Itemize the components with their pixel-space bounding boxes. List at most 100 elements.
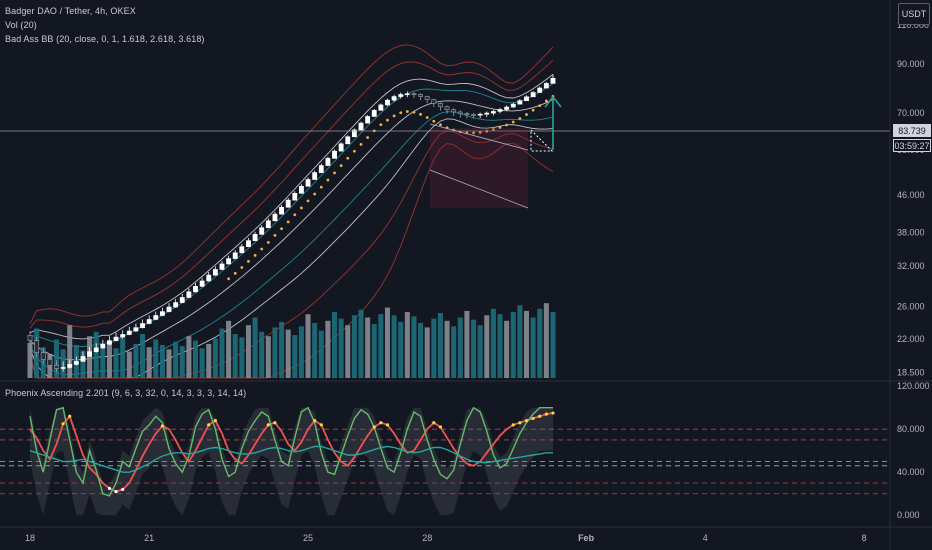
sar-dot bbox=[300, 206, 303, 210]
osc-tick-label: 80.000 bbox=[897, 424, 925, 434]
volume-bar bbox=[245, 325, 251, 378]
volume-bar bbox=[80, 350, 86, 378]
osc-signal-dot bbox=[379, 421, 383, 425]
candle-body bbox=[477, 113, 483, 116]
volume-bar bbox=[199, 348, 205, 378]
oscillator-legend[interactable]: Phoenix Ascending 2.201 (9, 6, 3, 32, 0,… bbox=[5, 388, 247, 398]
volume-bar bbox=[490, 308, 496, 378]
candle-body bbox=[497, 109, 503, 112]
currency-button[interactable]: USDT bbox=[898, 3, 930, 25]
osc-signal-dot bbox=[319, 423, 323, 427]
osc-signal-dot bbox=[273, 421, 277, 425]
price-tick-label: 90.000 bbox=[897, 59, 925, 69]
time-tick-label: 25 bbox=[303, 533, 313, 543]
osc-signal-dot bbox=[432, 421, 436, 425]
candle-body bbox=[166, 306, 172, 312]
price-tick-label: 46.000 bbox=[897, 190, 925, 200]
candle-body bbox=[444, 106, 450, 111]
candle-body bbox=[312, 172, 318, 180]
volume-bar bbox=[140, 334, 146, 378]
osc-signal-dot bbox=[538, 414, 542, 418]
volume-legend[interactable]: Vol (20) bbox=[5, 20, 37, 30]
time-tick-label: Feb bbox=[578, 533, 595, 543]
candle-body bbox=[80, 356, 86, 362]
volume-bar bbox=[543, 303, 549, 378]
volume-bar bbox=[384, 307, 390, 378]
candle-body bbox=[504, 106, 510, 110]
sar-dot bbox=[518, 117, 522, 120]
osc-signal-dot bbox=[385, 423, 390, 427]
candle-body bbox=[285, 199, 291, 208]
volume-bar bbox=[93, 331, 99, 378]
candle-body bbox=[464, 113, 470, 115]
candle-body bbox=[371, 110, 377, 117]
candle-body bbox=[193, 286, 198, 293]
volume-bar bbox=[504, 320, 510, 378]
sar-dot bbox=[286, 220, 290, 224]
sar-dot bbox=[280, 227, 283, 231]
candle-body bbox=[265, 220, 271, 228]
volume-bar bbox=[338, 318, 344, 378]
osc-signal-dot bbox=[121, 487, 125, 492]
sar-dot bbox=[505, 123, 509, 127]
bb-legend[interactable]: Bad Ass BB (20, close, 0, 1, 1.618, 2.61… bbox=[5, 34, 205, 44]
volume-bar bbox=[471, 319, 477, 378]
volume-bar bbox=[173, 341, 179, 378]
symbol-legend[interactable]: Badger DAO / Tether, 4h, OKEX bbox=[5, 6, 136, 16]
sar-dot bbox=[538, 104, 542, 108]
candle-body bbox=[537, 87, 543, 93]
volume-bar bbox=[166, 349, 172, 378]
band-line bbox=[29, 73, 554, 340]
candle-body bbox=[100, 343, 106, 349]
volume-bar bbox=[298, 326, 304, 378]
time-tick-label: 28 bbox=[422, 533, 432, 543]
volume-bar bbox=[100, 346, 106, 378]
sar-dot bbox=[386, 118, 389, 122]
sar-dot bbox=[273, 234, 277, 237]
volume-bar bbox=[477, 325, 483, 378]
volume-bar bbox=[146, 347, 152, 378]
volume-bar bbox=[219, 328, 225, 378]
candle-body bbox=[431, 99, 437, 104]
volume-bar bbox=[259, 331, 265, 378]
candle-body bbox=[232, 252, 238, 259]
osc-signal-dot bbox=[524, 418, 529, 423]
sar-dot bbox=[359, 143, 363, 146]
candle-body bbox=[140, 323, 145, 328]
candle-body bbox=[87, 351, 92, 357]
volume-bar bbox=[305, 314, 311, 378]
candle-body bbox=[219, 263, 225, 270]
candle-body bbox=[67, 364, 73, 368]
candle-body bbox=[325, 158, 331, 166]
candle-body bbox=[543, 83, 549, 89]
candle-body bbox=[404, 93, 410, 96]
last-price-tag: 83.739 bbox=[893, 124, 931, 137]
candle-body bbox=[391, 96, 397, 101]
candle-body bbox=[358, 122, 364, 131]
volume-bar bbox=[358, 309, 364, 378]
candle-body bbox=[332, 150, 337, 159]
band-line bbox=[29, 83, 554, 347]
volume-bar bbox=[391, 315, 397, 378]
candle-body bbox=[34, 340, 40, 353]
volume-bar bbox=[212, 338, 218, 378]
time-axis[interactable]: 18212528Feb4811151822 bbox=[25, 533, 932, 543]
sar-dot bbox=[425, 116, 429, 119]
sar-dot bbox=[432, 119, 436, 123]
candle-body bbox=[457, 111, 463, 114]
osc-signal-dot bbox=[511, 423, 515, 427]
price-axis[interactable]: 110.00090.00070.00058.00046.00038.00032.… bbox=[897, 20, 930, 520]
candle-body bbox=[524, 96, 529, 101]
volume-bar bbox=[398, 321, 404, 378]
sar-dot bbox=[405, 110, 409, 113]
candle-body bbox=[451, 109, 457, 113]
candle-body bbox=[484, 112, 490, 115]
candle-body bbox=[239, 246, 245, 254]
volume-bar bbox=[285, 329, 291, 378]
volume-bar bbox=[444, 320, 450, 378]
sar-dot bbox=[531, 108, 535, 112]
candle-body bbox=[252, 234, 258, 241]
volume-bar bbox=[537, 308, 543, 378]
volume-bar bbox=[530, 317, 536, 378]
